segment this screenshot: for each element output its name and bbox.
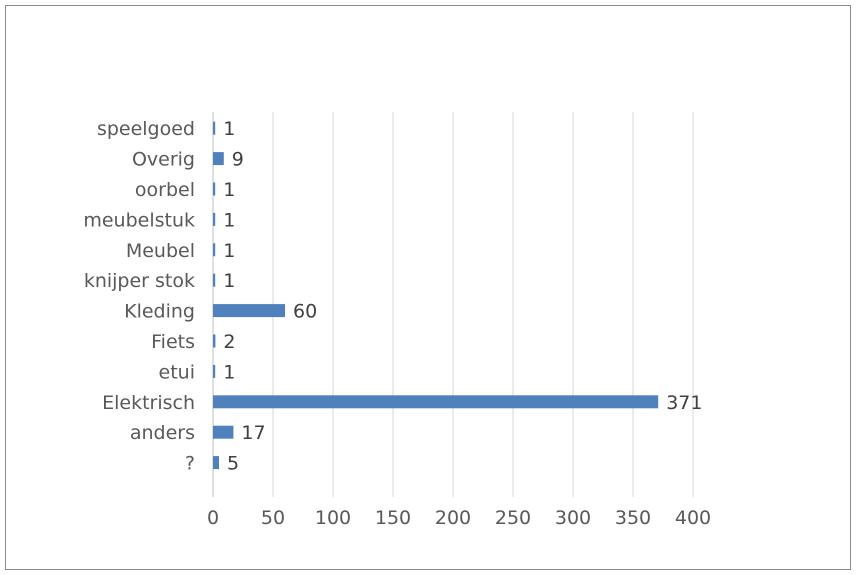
bar (213, 425, 234, 439)
x-tick-labels: 0 50 100 150 200 250 300 350 400 (207, 507, 711, 529)
chart-frame (5, 5, 851, 570)
data-label: 1 (223, 270, 235, 292)
category-label: Kleding (124, 301, 195, 323)
data-label: 60 (293, 301, 317, 323)
category-labels: speelgoed Overig oorbel meubelstuk Meubel kni… (83, 118, 195, 474)
x-tick-label: 100 (315, 507, 351, 529)
x-tick-label: 300 (555, 507, 591, 529)
x-tick-label: 350 (615, 507, 651, 529)
category-label: Elektrisch (102, 392, 195, 414)
category-label: etui (159, 361, 195, 383)
data-label: 1 (223, 240, 235, 262)
data-label: 9 (232, 149, 244, 171)
data-label: 5 (227, 453, 239, 475)
data-label: 2 (223, 331, 235, 353)
data-labels: 1 9 1 1 1 1 60 2 1 371 175 (223, 118, 702, 474)
data-label: 17 (241, 422, 265, 444)
category-label: Meubel (126, 240, 195, 262)
x-tick-label: 150 (375, 507, 411, 529)
data-label: 1 (223, 118, 235, 140)
bar (213, 152, 224, 166)
bar (213, 456, 219, 470)
category-label: Fiets (151, 331, 195, 353)
data-label: 1 (223, 179, 235, 201)
bars (213, 121, 659, 470)
category-label: meubelstuk (83, 209, 195, 231)
bar (213, 121, 216, 135)
bar (213, 212, 216, 226)
category-label: speelgoed (97, 118, 195, 140)
category-label: knijper stok (84, 270, 195, 292)
x-tick-label: 50 (261, 507, 285, 529)
bar (213, 395, 659, 409)
bar (213, 273, 216, 287)
bar (213, 334, 216, 348)
bar (213, 304, 285, 318)
data-label: 1 (223, 361, 235, 383)
bar (213, 182, 216, 196)
data-label: 1 (223, 209, 235, 231)
category-label: anders (130, 422, 195, 444)
category-label: oorbel (135, 179, 195, 201)
data-label: 371 (666, 392, 702, 414)
bar (213, 364, 216, 378)
category-label: ? (185, 453, 195, 475)
bar (213, 243, 216, 257)
category-label: Overig (132, 149, 195, 171)
x-tick-label: 250 (495, 507, 531, 529)
x-tick-label: 400 (675, 507, 711, 529)
x-tick-label: 200 (435, 507, 471, 529)
x-tick-label: 0 (207, 507, 219, 529)
